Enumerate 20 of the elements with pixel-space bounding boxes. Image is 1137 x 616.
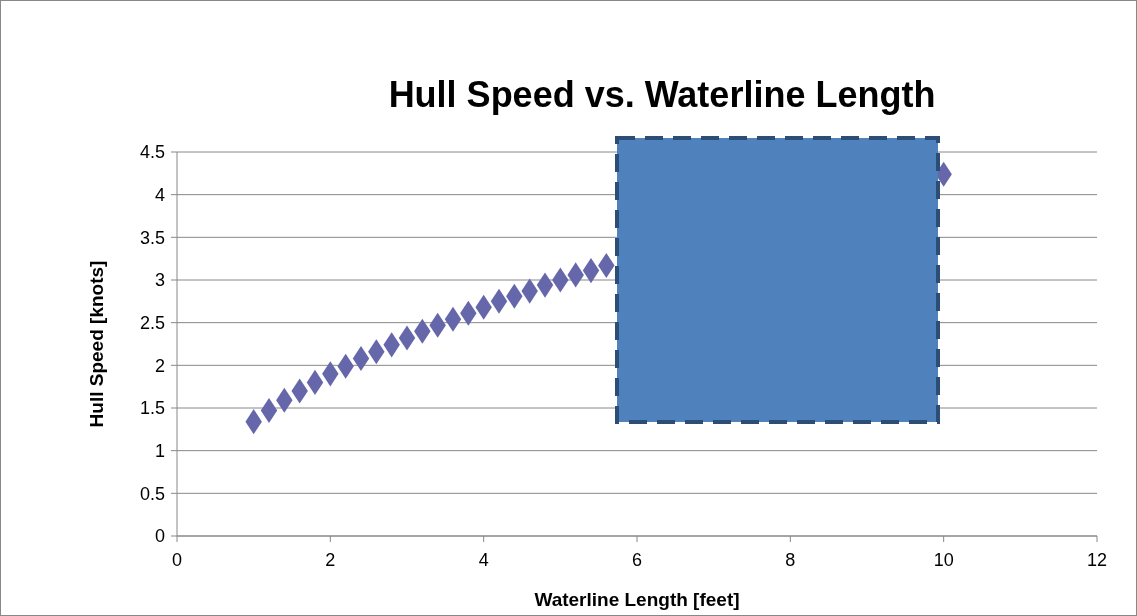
x-tick-label: 0 (171, 550, 183, 570)
y-tick-label: 1 (154, 440, 165, 461)
y-tick-label: 0 (154, 526, 165, 547)
chart-title: Hull Speed vs. Waterline Length (388, 74, 936, 115)
y-tick-label: 2.5 (139, 312, 165, 333)
y-tick-label: 4.5 (139, 142, 165, 163)
x-tick-label: 6 (631, 550, 643, 570)
x-tick-label: 2 (325, 550, 336, 570)
x-tick-label: 8 (785, 550, 796, 570)
x-axis-title: Waterline Length [feet] (534, 589, 740, 610)
y-axis-title: Hull Speed [knots] (86, 260, 107, 428)
x-tick-label: 4 (478, 550, 489, 570)
y-tick-label: 3.5 (139, 227, 165, 248)
x-tick-label: 10 (933, 550, 954, 570)
y-tick-label: 3 (154, 270, 165, 291)
y-tick-label: 1.5 (139, 398, 165, 419)
x-tick-label: 12 (1086, 550, 1108, 570)
y-tick-label: 0.5 (139, 483, 165, 504)
y-tick-label: 2 (154, 355, 165, 376)
y-tick-label: 4 (154, 184, 165, 205)
